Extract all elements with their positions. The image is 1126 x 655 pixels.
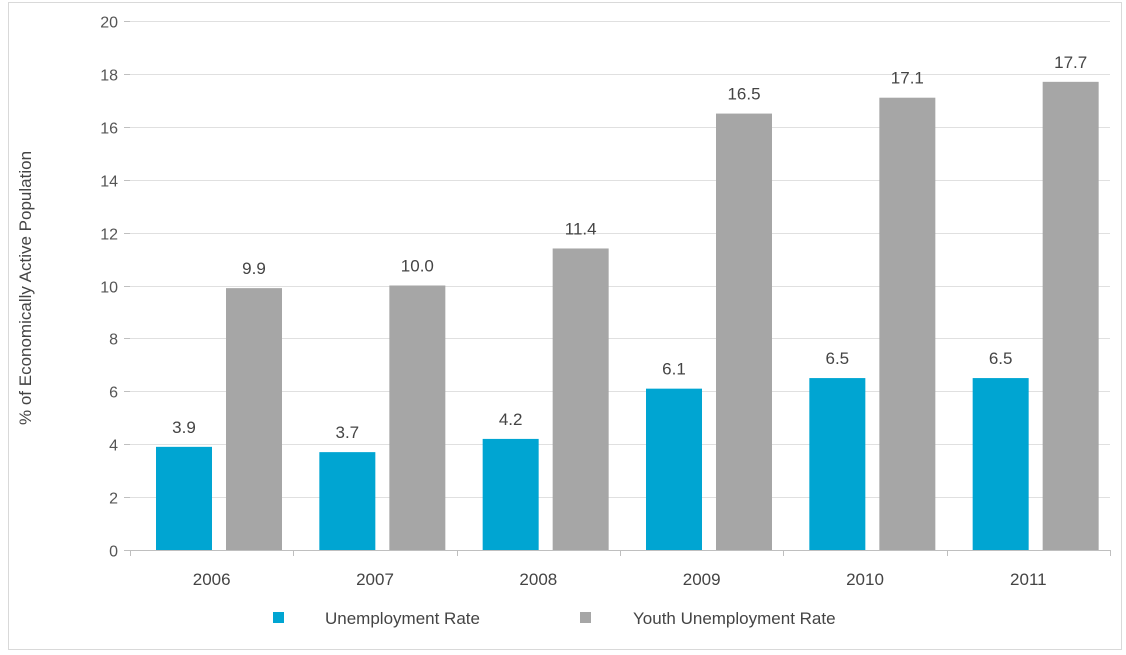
y-axis-title: % of Economically Active Population [16, 151, 35, 425]
bar-youth-unemployment-2010 [879, 97, 936, 550]
bar-youth-unemployment-2007 [389, 285, 446, 550]
bar-youth-unemployment-2011 [1042, 81, 1099, 551]
bar-unemployment-2008 [482, 438, 539, 550]
bar-youth-unemployment-2006 [226, 288, 282, 550]
bar-youth-unemployment-2008 [552, 248, 609, 550]
y-axis-ticks: 0 2 4 6 8 10 12 14 16 18 20 [100, 15, 130, 561]
legend-label-youth-unemployment: Youth Unemployment Rate [633, 609, 836, 628]
y-tick-label-20: 20 [100, 15, 118, 32]
y-tick-label-14: 14 [100, 174, 118, 191]
bar-youth-unemployment-2009 [716, 113, 772, 550]
data-label-unemployment-2006: 3.9 [172, 418, 196, 437]
y-tick-label-18: 18 [100, 68, 118, 85]
data-label-unemployment-2007: 3.7 [336, 423, 360, 442]
y-tick-label-16: 16 [100, 121, 118, 138]
bar-unemployment-2007 [319, 452, 376, 550]
x-tick-label-2009: 2009 [683, 570, 721, 589]
x-tick-label-2010: 2010 [846, 570, 884, 589]
bar-unemployment-2011 [972, 378, 1029, 550]
bars [156, 81, 1099, 551]
data-label-youth-unemployment-2007: 10.0 [401, 257, 434, 276]
data-label-youth-unemployment-2011: 17.7 [1054, 53, 1087, 72]
y-tick-label-8: 8 [109, 332, 118, 349]
x-tick-label-2007: 2007 [356, 570, 394, 589]
data-label-youth-unemployment-2008: 11.4 [565, 219, 597, 238]
x-axis: 2006 2007 2008 2009 2010 2011 [130, 550, 1111, 589]
x-tick-label-2006: 2006 [193, 570, 231, 589]
y-tick-label-6: 6 [109, 385, 118, 402]
data-label-unemployment-2011: 6.5 [989, 349, 1013, 368]
y-tick-label-2: 2 [109, 491, 118, 508]
x-tick-label-2011: 2011 [1010, 570, 1047, 589]
grid-lines [130, 21, 1110, 498]
y-tick-label-4: 4 [109, 438, 118, 455]
x-tick-label-2008: 2008 [519, 570, 557, 589]
data-label-unemployment-2009: 6.1 [662, 360, 686, 379]
data-label-unemployment-2010: 6.5 [826, 349, 850, 368]
y-tick-label-10: 10 [100, 280, 118, 297]
data-label-youth-unemployment-2009: 16.5 [727, 85, 760, 104]
y-tick-label-0: 0 [109, 544, 118, 561]
bar-unemployment-2009 [646, 388, 702, 550]
data-labels: 3.9 9.9 3.7 10.0 4.2 11.4 6.1 16.5 6.5 17.1 6.5 17.… [172, 53, 1087, 442]
data-label-unemployment-2008: 4.2 [499, 410, 523, 429]
legend-swatch-unemployment [273, 612, 284, 623]
legend-swatch-youth-unemployment [580, 612, 591, 623]
legend-label-unemployment: Unemployment Rate [325, 609, 480, 628]
legend: Unemployment Rate Youth Unemployment Rate [273, 609, 836, 628]
y-tick-label-12: 12 [100, 227, 118, 244]
data-label-youth-unemployment-2010: 17.1 [891, 69, 924, 88]
bar-unemployment-2010 [809, 378, 866, 550]
bar-unemployment-2006 [156, 446, 212, 550]
data-label-youth-unemployment-2006: 9.9 [242, 259, 266, 278]
